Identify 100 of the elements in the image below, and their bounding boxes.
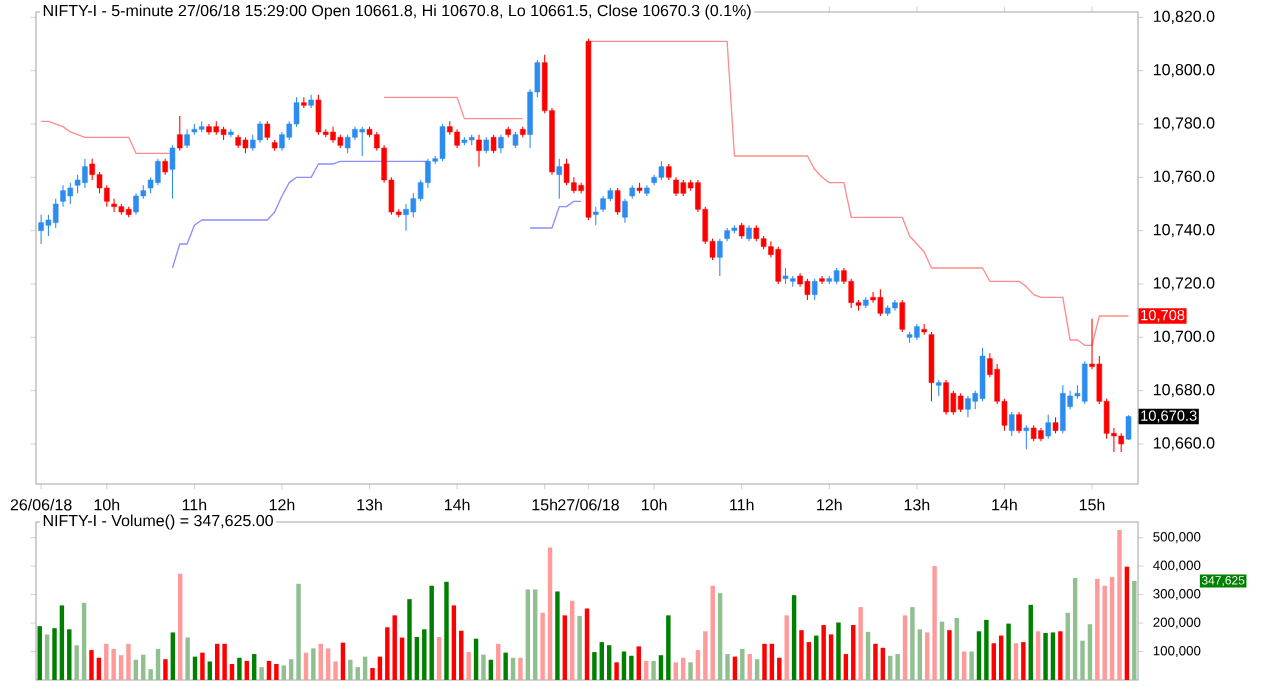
candlestick	[38, 214, 44, 245]
y-tick-label: 10,700.0	[1153, 330, 1215, 344]
bar	[865, 631, 871, 680]
candlestick	[811, 278, 818, 301]
bar	[1043, 633, 1048, 680]
candlestick	[344, 134, 351, 154]
candlestick	[877, 288, 884, 317]
candlestick	[1060, 384, 1066, 434]
bar	[651, 660, 656, 680]
bar	[902, 615, 908, 680]
candlestick	[315, 94, 322, 136]
bar	[762, 643, 767, 680]
candlestick	[403, 203, 409, 232]
bar	[259, 667, 264, 680]
bar	[1021, 642, 1026, 680]
bar	[155, 648, 161, 680]
x-tick-label: 26/06/18	[10, 498, 72, 511]
candlestick	[476, 134, 482, 168]
bar	[510, 657, 516, 680]
bar	[296, 583, 301, 680]
bar	[836, 622, 841, 680]
x-tick-label: 27/06/18	[558, 498, 619, 511]
bar	[1124, 566, 1130, 680]
candlestick	[454, 128, 460, 149]
x-tick-label: 13h	[357, 498, 382, 511]
candlestick	[943, 379, 949, 416]
bar	[1028, 604, 1033, 680]
candlestick	[965, 395, 971, 418]
candlestick	[899, 299, 906, 333]
bar	[740, 648, 745, 680]
candlestick	[155, 158, 161, 186]
y-tick-label: 10,680.0	[1153, 384, 1215, 398]
candlestick	[498, 134, 504, 154]
bar	[1035, 631, 1041, 680]
bar	[348, 659, 353, 680]
bar	[451, 605, 457, 680]
y-tick-label: 10,760.0	[1153, 170, 1215, 184]
bar	[473, 638, 479, 680]
bar	[89, 650, 94, 680]
bar	[37, 626, 42, 680]
bar	[274, 664, 279, 680]
bar	[237, 657, 242, 680]
candlestick	[950, 390, 957, 416]
candlestick	[184, 128, 190, 149]
bar	[407, 599, 412, 680]
candlestick	[775, 246, 781, 285]
bar	[207, 661, 213, 680]
bar	[81, 602, 87, 680]
x-tick-label: 10h	[642, 498, 667, 511]
bar	[584, 608, 590, 680]
candlestick	[257, 120, 263, 144]
x-tick-label: 14h	[992, 498, 1017, 511]
bar	[858, 607, 863, 680]
bar	[525, 589, 531, 680]
bar	[799, 630, 804, 680]
x-tick-label: 11h	[182, 498, 207, 511]
bar	[606, 645, 612, 680]
bar	[126, 643, 131, 680]
bar	[791, 595, 797, 680]
bar	[873, 643, 878, 680]
candlestick	[979, 347, 986, 402]
bar	[1132, 581, 1137, 680]
x-tick-label: 15h	[532, 498, 557, 511]
bar	[673, 662, 678, 680]
bar	[754, 659, 760, 680]
candlestick	[563, 158, 570, 186]
bar	[104, 643, 109, 680]
candlestick	[804, 278, 811, 301]
bar	[688, 662, 693, 680]
bar	[666, 615, 671, 680]
candlestick	[89, 158, 95, 181]
bar	[340, 642, 346, 680]
bar	[325, 648, 331, 680]
bar	[895, 654, 900, 680]
bar	[1102, 585, 1107, 680]
candlestick	[133, 192, 139, 216]
bar	[784, 615, 789, 680]
bar	[710, 585, 715, 680]
bar	[533, 589, 538, 680]
bar	[769, 643, 775, 680]
x-tick-label: 13h	[904, 498, 930, 511]
bar	[429, 585, 434, 680]
bar	[281, 665, 286, 680]
bar	[599, 642, 605, 680]
bar	[717, 593, 723, 680]
bar	[466, 652, 471, 680]
bar	[59, 605, 65, 680]
candlestick	[928, 331, 935, 402]
candlestick	[1125, 414, 1132, 441]
candlestick	[67, 182, 74, 205]
bar	[185, 637, 190, 680]
bar	[163, 659, 168, 680]
bar	[251, 654, 257, 680]
chart-title: NIFTY-I - 5-minute 27/06/18 15:29:00 Open 10661.8, Hi 10670.8, Lo 10661.5, Close 10670.3 (0.1%)	[43, 4, 751, 20]
candlestick	[264, 120, 271, 141]
bar	[444, 581, 449, 680]
bar	[569, 600, 575, 680]
candlestick	[556, 158, 563, 200]
bar	[947, 630, 952, 680]
candlestick	[1118, 432, 1124, 453]
